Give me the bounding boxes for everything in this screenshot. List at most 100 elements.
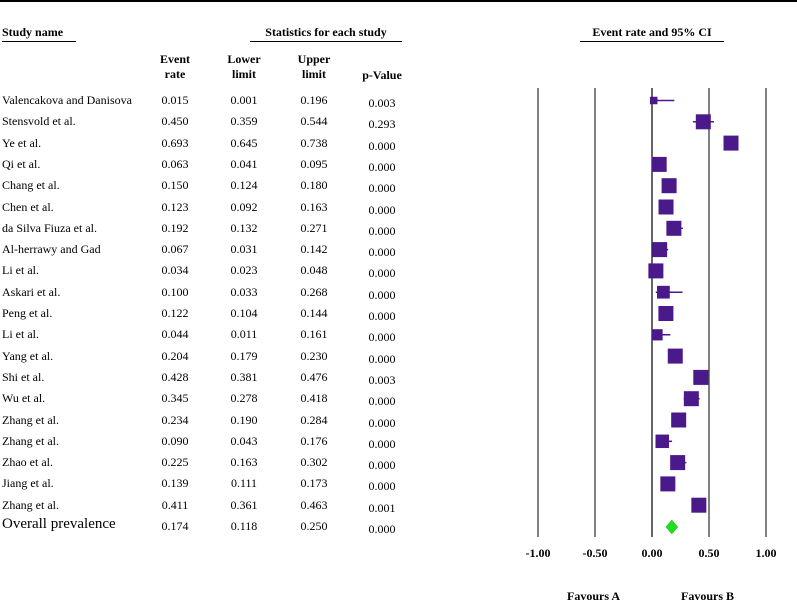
- lower-limit-cell: 0.381: [230, 369, 258, 384]
- p-value-cell: 0.000: [368, 138, 396, 153]
- upper-limit-cell: 0.144: [300, 306, 328, 320]
- plot-title: Event rate and 95% CI: [580, 25, 724, 42]
- p-value-cell: 0.000: [368, 266, 396, 281]
- event-rate-cell: 0.034: [161, 263, 189, 278]
- table-row: Stensvold et al. 0.450 0.359 0.544 0.293: [0, 114, 430, 134]
- upper-limit-cell: 0.302: [300, 455, 328, 470]
- p-value-cell: 0.001: [368, 500, 396, 515]
- event-rate-cell: 0.123: [161, 199, 189, 214]
- tick-label: 1.00: [756, 546, 777, 560]
- table-row: Chang et al. 0.150 0.124 0.180 0.000: [0, 178, 430, 198]
- event-rate-cell: 0.139: [161, 476, 189, 491]
- study-name: Askari et al.: [2, 284, 61, 299]
- event-rate-cell: 0.090: [161, 433, 189, 448]
- lower-limit-cell: 0.041: [230, 156, 258, 171]
- upper-limit-cell: 0.268: [300, 284, 328, 299]
- study-name: Stensvold et al.: [2, 114, 76, 129]
- p-value-cell: 0.000: [368, 479, 396, 494]
- lower-limit-cell: 0.104: [230, 306, 258, 320]
- lower-limit-header-line1: Lower: [227, 52, 261, 66]
- effect-marker: [655, 434, 670, 449]
- p-value-cell: 0.000: [368, 436, 396, 451]
- p-value-cell: 0.000: [368, 522, 396, 536]
- effect-marker: [693, 369, 709, 385]
- lower-limit-cell: 0.023: [230, 263, 258, 278]
- study-name: Qi et al.: [2, 156, 41, 171]
- table-row: Askari et al. 0.100 0.033 0.268 0.000: [0, 285, 430, 305]
- table-row: Yang et al. 0.204 0.179 0.230 0.000: [0, 349, 430, 369]
- event-rate-cell: 0.693: [161, 135, 189, 150]
- event-rate-cell: 0.063: [161, 156, 189, 171]
- study-name: Li et al.: [2, 327, 39, 342]
- upper-limit-cell: 0.095: [300, 156, 328, 171]
- lower-limit-cell: 0.124: [230, 178, 258, 193]
- event-rate-cell: 0.192: [161, 220, 189, 235]
- effect-marker: [667, 348, 683, 364]
- event-rate-cell: 0.450: [161, 114, 189, 129]
- event-rate-cell: 0.174: [161, 519, 189, 533]
- lower-limit-cell: 0.190: [230, 412, 258, 427]
- study-name: Zhang et al.: [2, 412, 59, 427]
- event-rate-cell: 0.428: [161, 369, 189, 384]
- effect-marker: [723, 135, 739, 151]
- table-row: da Silva Fiuza et al. 0.192 0.132 0.271 0.00…: [0, 221, 430, 241]
- p-value-cell: 0.000: [368, 181, 396, 196]
- table-row: Wu et al. 0.345 0.278 0.418 0.000: [0, 391, 430, 411]
- study-name: Chang et al.: [2, 178, 60, 193]
- overall-diamond: [665, 519, 679, 535]
- study-name: Li et al.: [2, 263, 39, 278]
- upper-limit-cell: 0.163: [300, 199, 328, 214]
- table-row: Chen et al. 0.123 0.092 0.163 0.000: [0, 200, 430, 220]
- effect-marker: [670, 455, 686, 471]
- upper-limit-cell: 0.463: [300, 497, 328, 512]
- study-name-header: Study name: [2, 25, 76, 42]
- lower-limit-header: Lower limit: [214, 52, 274, 82]
- tick-label: 0.00: [642, 546, 663, 560]
- effect-marker: [683, 391, 699, 407]
- statistics-header: Statistics for each study: [250, 25, 402, 42]
- study-name: Zhang et al.: [2, 497, 59, 512]
- study-name: Valencakova and Danisova: [2, 93, 132, 107]
- lower-limit-cell: 0.278: [230, 391, 258, 406]
- upper-limit-cell: 0.196: [300, 93, 328, 107]
- table-row: Zhang et al. 0.090 0.043 0.176 0.000: [0, 434, 430, 454]
- study-name: Zhao et al.: [2, 455, 53, 470]
- table-row: Valencakova and Danisova 0.015 0.001 0.196 0…: [0, 93, 430, 113]
- event-rate-cell: 0.067: [161, 242, 189, 257]
- tick-label: -1.00: [526, 546, 551, 560]
- favours-a-label: Favours A: [567, 589, 621, 603]
- upper-limit-cell: 0.544: [300, 114, 328, 129]
- p-value-cell: 0.000: [368, 309, 396, 323]
- study-name: Ye et al.: [2, 135, 42, 150]
- event-rate-cell: 0.150: [161, 178, 189, 193]
- lower-limit-cell: 0.359: [230, 114, 258, 129]
- study-name: Zhang et al.: [2, 433, 59, 448]
- lower-limit-cell: 0.033: [230, 284, 258, 299]
- upper-limit-header-line1: Upper: [297, 52, 331, 66]
- upper-limit-cell: 0.738: [300, 135, 328, 150]
- tick-label: 0.50: [699, 546, 720, 560]
- study-name: Wu et al.: [2, 391, 46, 406]
- top-rule: [0, 0, 797, 2]
- lower-limit-header-line2: limit: [232, 67, 256, 81]
- tick-label: -0.50: [583, 546, 608, 560]
- lower-limit-cell: 0.111: [230, 476, 258, 491]
- table-row: Qi et al. 0.063 0.041 0.095 0.000: [0, 157, 430, 177]
- effect-marker: [695, 114, 711, 130]
- event-rate-cell: 0.204: [161, 348, 189, 363]
- p-value-cell: 0.003: [368, 96, 396, 110]
- upper-limit-cell: 0.476: [300, 369, 328, 384]
- effect-marker: [652, 242, 668, 258]
- lower-limit-cell: 0.043: [230, 433, 258, 448]
- event-rate-cell: 0.122: [161, 306, 189, 320]
- table-row: Jiang et al. 0.139 0.111 0.173 0.000: [0, 476, 430, 496]
- table-row: Zhao et al. 0.225 0.163 0.302 0.000: [0, 455, 430, 475]
- event-rate-cell: 0.411: [161, 497, 189, 512]
- upper-limit-cell: 0.180: [300, 178, 328, 193]
- effect-marker: [671, 412, 687, 428]
- p-value-cell: 0.003: [368, 372, 396, 387]
- effect-marker: [658, 306, 674, 321]
- effect-marker: [660, 476, 676, 492]
- effect-marker: [661, 178, 677, 194]
